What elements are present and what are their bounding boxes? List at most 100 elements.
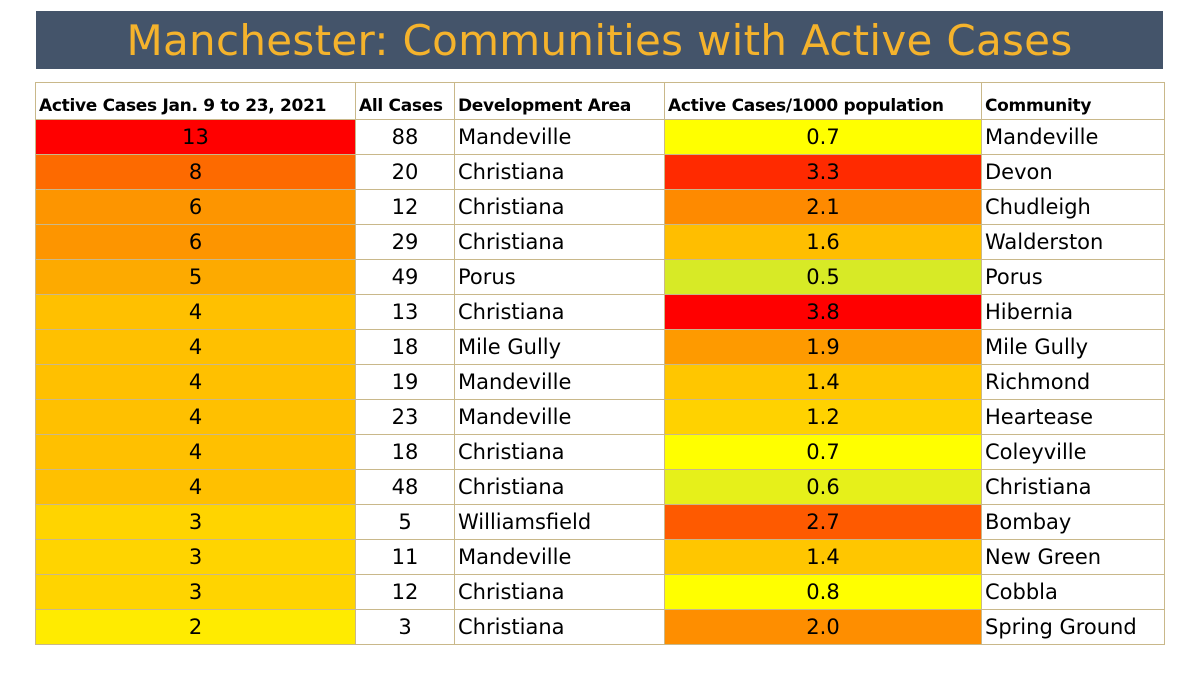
table-row: 3 11 Mandeville 1.4 New Green <box>35 539 1165 575</box>
active-cases-table: Active Cases Jan. 9 to 23, 2021 All Case… <box>35 82 1165 645</box>
active-cases-cell: 4 <box>35 434 356 470</box>
all-cases-cell: 88 <box>355 119 455 155</box>
active-cases-cell: 4 <box>35 364 356 400</box>
all-cases-cell: 12 <box>355 189 455 225</box>
active-per-1000-cell: 0.7 <box>664 119 982 155</box>
active-per-1000-cell: 3.3 <box>664 154 982 190</box>
table-body: 13 88 Mandeville 0.7 Mandeville 8 20 Christiana… <box>35 119 1165 645</box>
active-per-1000-cell: 2.7 <box>664 504 982 540</box>
header-row: Active Cases Jan. 9 to 23, 2021 All Case… <box>35 82 1165 120</box>
development-area-cell: Mile Gully <box>454 329 665 365</box>
community-cell: Spring Ground <box>981 609 1165 645</box>
active-cases-cell: 6 <box>35 224 356 260</box>
community-cell: Walderston <box>981 224 1165 260</box>
table-row: 8 20 Christiana 3.3 Devon <box>35 154 1165 190</box>
community-cell: Mile Gully <box>981 329 1165 365</box>
community-cell: Mandeville <box>981 119 1165 155</box>
active-per-1000-cell: 3.8 <box>664 294 982 330</box>
active-cases-cell: 5 <box>35 259 356 295</box>
table-row: 4 18 Mile Gully 1.9 Mile Gully <box>35 329 1165 365</box>
all-cases-cell: 29 <box>355 224 455 260</box>
development-area-cell: Porus <box>454 259 665 295</box>
active-cases-cell: 4 <box>35 294 356 330</box>
development-area-cell: Christiana <box>454 154 665 190</box>
active-per-1000-cell: 0.6 <box>664 469 982 505</box>
table-row: 4 19 Mandeville 1.4 Richmond <box>35 364 1165 400</box>
header-active-per-1000: Active Cases/1000 population <box>664 82 982 120</box>
community-cell: Christiana <box>981 469 1165 505</box>
all-cases-cell: 5 <box>355 504 455 540</box>
development-area-cell: Mandeville <box>454 399 665 435</box>
active-per-1000-cell: 1.6 <box>664 224 982 260</box>
table-row: 4 48 Christiana 0.6 Christiana <box>35 469 1165 505</box>
table-row: 5 49 Porus 0.5 Porus <box>35 259 1165 295</box>
development-area-cell: Christiana <box>454 609 665 645</box>
all-cases-cell: 20 <box>355 154 455 190</box>
community-cell: Richmond <box>981 364 1165 400</box>
active-per-1000-cell: 0.8 <box>664 574 982 610</box>
development-area-cell: Christiana <box>454 574 665 610</box>
table-row: 4 23 Mandeville 1.2 Heartease <box>35 399 1165 435</box>
table-row: 6 12 Christiana 2.1 Chudleigh <box>35 189 1165 225</box>
table-row: 3 5 Williamsfield 2.7 Bombay <box>35 504 1165 540</box>
table-row: 4 13 Christiana 3.8 Hibernia <box>35 294 1165 330</box>
active-cases-cell: 13 <box>35 119 356 155</box>
community-cell: Chudleigh <box>981 189 1165 225</box>
header-all-cases: All Cases <box>355 82 455 120</box>
development-area-cell: Mandeville <box>454 539 665 575</box>
all-cases-cell: 18 <box>355 329 455 365</box>
active-per-1000-cell: 1.4 <box>664 364 982 400</box>
title-banner: Manchester: Communities with Active Case… <box>36 11 1163 69</box>
community-cell: Cobbla <box>981 574 1165 610</box>
all-cases-cell: 19 <box>355 364 455 400</box>
development-area-cell: Williamsfield <box>454 504 665 540</box>
community-cell: New Green <box>981 539 1165 575</box>
active-per-1000-cell: 1.2 <box>664 399 982 435</box>
development-area-cell: Christiana <box>454 189 665 225</box>
development-area-cell: Christiana <box>454 434 665 470</box>
table-row: 3 12 Christiana 0.8 Cobbla <box>35 574 1165 610</box>
all-cases-cell: 48 <box>355 469 455 505</box>
active-per-1000-cell: 2.0 <box>664 609 982 645</box>
active-per-1000-cell: 0.7 <box>664 434 982 470</box>
table-row: 13 88 Mandeville 0.7 Mandeville <box>35 119 1165 155</box>
development-area-cell: Christiana <box>454 224 665 260</box>
active-per-1000-cell: 1.4 <box>664 539 982 575</box>
active-per-1000-cell: 2.1 <box>664 189 982 225</box>
active-cases-cell: 3 <box>35 504 356 540</box>
all-cases-cell: 11 <box>355 539 455 575</box>
active-cases-cell: 3 <box>35 574 356 610</box>
active-cases-cell: 4 <box>35 399 356 435</box>
header-development-area: Development Area <box>454 82 665 120</box>
active-per-1000-cell: 0.5 <box>664 259 982 295</box>
active-per-1000-cell: 1.9 <box>664 329 982 365</box>
community-cell: Devon <box>981 154 1165 190</box>
all-cases-cell: 23 <box>355 399 455 435</box>
active-cases-cell: 4 <box>35 329 356 365</box>
active-cases-cell: 3 <box>35 539 356 575</box>
table-row: 4 18 Christiana 0.7 Coleyville <box>35 434 1165 470</box>
page-title: Manchester: Communities with Active Case… <box>126 15 1073 65</box>
development-area-cell: Mandeville <box>454 364 665 400</box>
active-cases-cell: 8 <box>35 154 356 190</box>
development-area-cell: Christiana <box>454 294 665 330</box>
community-cell: Coleyville <box>981 434 1165 470</box>
all-cases-cell: 3 <box>355 609 455 645</box>
table-row: 2 3 Christiana 2.0 Spring Ground <box>35 609 1165 645</box>
community-cell: Bombay <box>981 504 1165 540</box>
active-cases-cell: 6 <box>35 189 356 225</box>
community-cell: Heartease <box>981 399 1165 435</box>
all-cases-cell: 13 <box>355 294 455 330</box>
development-area-cell: Mandeville <box>454 119 665 155</box>
table-row: 6 29 Christiana 1.6 Walderston <box>35 224 1165 260</box>
header-community: Community <box>981 82 1165 120</box>
community-cell: Hibernia <box>981 294 1165 330</box>
all-cases-cell: 18 <box>355 434 455 470</box>
header-active-cases: Active Cases Jan. 9 to 23, 2021 <box>35 82 356 120</box>
community-cell: Porus <box>981 259 1165 295</box>
all-cases-cell: 12 <box>355 574 455 610</box>
active-cases-cell: 2 <box>35 609 356 645</box>
development-area-cell: Christiana <box>454 469 665 505</box>
all-cases-cell: 49 <box>355 259 455 295</box>
active-cases-cell: 4 <box>35 469 356 505</box>
